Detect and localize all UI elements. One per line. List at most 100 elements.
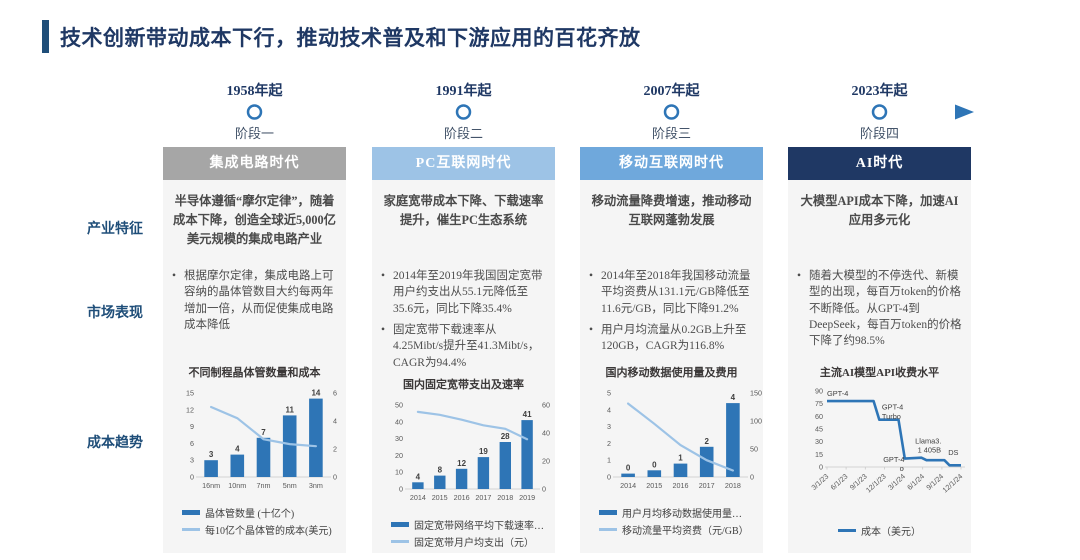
column-body: 大模型API成本下降，加速AI应用多元化 • 随着大模型的不停迭代、新模型的出现，…	[788, 180, 971, 553]
svg-text:Llama3.: Llama3.	[915, 436, 941, 445]
bullet-text: 2014年至2018年我国移动流量平均资费从131.1元/GB降低至11.6元/…	[601, 270, 751, 315]
bar-swatch-icon	[182, 510, 200, 515]
svg-text:40: 40	[542, 428, 550, 437]
svg-text:2015: 2015	[432, 493, 448, 502]
legend-label: 固定宽带网络平均下载速率…	[414, 520, 544, 532]
legend-row: 成本（美元）	[838, 523, 921, 538]
svg-text:3: 3	[209, 450, 214, 459]
column-body: 家庭宽带成本下降、下载速率提升，催生PC生态系统 • 2014年至2019年我国固…	[372, 180, 555, 553]
svg-text:DS: DS	[948, 448, 958, 457]
svg-text:2017: 2017	[475, 493, 491, 502]
legend-label: 每10亿个晶体管的成本(美元)	[205, 526, 332, 537]
svg-text:2018: 2018	[497, 493, 513, 502]
legend-label: 成本（美元）	[861, 527, 921, 538]
page-title: 技术创新带动成本下行，推动技术普及和下游应用的百花齐放	[60, 25, 641, 50]
line-swatch-icon	[599, 528, 617, 531]
bullet-item: • 2014年至2018年我国移动流量平均资费从131.1元/GB降低至11.6元…	[589, 268, 754, 317]
svg-text:60: 60	[815, 412, 823, 421]
svg-text:3nm: 3nm	[309, 481, 323, 490]
svg-text:0: 0	[652, 460, 657, 469]
svg-text:4: 4	[416, 472, 421, 481]
column-pc-internet-era: PC互联网时代 家庭宽带成本下降、下载速率提升，催生PC生态系统 • 2014年至…	[372, 147, 555, 553]
column-integrated-circuit-era: 集成电路时代 半导体遵循“摩尔定律”，随着成本下降，创造全球近5,000亿美元规…	[163, 147, 346, 553]
svg-text:7nm: 7nm	[257, 481, 271, 490]
timeline-year: 2023年起	[851, 84, 908, 99]
svg-text:6/1/23: 6/1/23	[829, 472, 850, 492]
svg-text:4: 4	[607, 405, 611, 414]
bullet-item: • 根据摩尔定律，集成电路上可容纳的晶体管数目大约每两年增加一倍，从而促使集成电路…	[172, 268, 337, 333]
column-body: 半导体遵循“摩尔定律”，随着成本下降，创造全球近5,000亿美元规模的集成电路产…	[163, 180, 346, 553]
svg-text:41: 41	[523, 410, 532, 419]
column-ai-era: AI时代 大模型API成本下降，加速AI应用多元化 • 随着大模型的不停迭代、新模…	[788, 147, 971, 553]
svg-text:0: 0	[607, 473, 611, 482]
chart-legend: 用户月均移动数据使用量… 移动流量平均资费（元/GB）	[599, 505, 754, 537]
legend-label: 固定宽带月户均支出（元）	[414, 537, 534, 549]
svg-text:4: 4	[333, 417, 337, 426]
svg-text:6: 6	[333, 389, 337, 398]
bullet-item: • 2014年至2019年我国固定宽带用户约支出从55.1元降低至35.6元，同比…	[381, 268, 546, 317]
svg-text:1: 1	[607, 456, 611, 465]
svg-text:3/1/23: 3/1/23	[809, 472, 830, 492]
svg-text:1: 1	[678, 454, 683, 463]
bullet-icon: •	[589, 323, 594, 336]
svg-text:20: 20	[542, 456, 550, 465]
bullet-item: • 固定宽带下载速率从4.25Mibt/s提升至41.3Mibt/s，CAGR为9…	[381, 322, 546, 371]
timeline-year: 2007年起	[643, 84, 700, 99]
chart-transistor: 不同制程晶体管数量和成本 0 3 6 9 12 15 0 2 4 6 3 16nm 4 10nm 7 7nm 1…	[172, 364, 337, 537]
title-accent-bar	[42, 20, 49, 53]
bar-swatch-icon	[391, 521, 409, 527]
bullet-text: 用户月均流量从0.2GB上升至120GB，CAGR为116.8%	[601, 323, 747, 353]
svg-text:50: 50	[395, 400, 403, 409]
chart-legend: 成本（美元）	[797, 521, 962, 538]
svg-text:75: 75	[815, 399, 823, 408]
column-mobile-internet-era: 移动互联网时代 移动流量降费增速，推动移动互联网蓬勃发展 • 2014年至2018…	[580, 147, 763, 553]
bullet-icon: •	[589, 270, 594, 282]
svg-text:4: 4	[731, 393, 736, 402]
svg-text:7: 7	[261, 428, 266, 437]
svg-text:2: 2	[607, 439, 611, 448]
svg-text:11: 11	[285, 405, 294, 414]
svg-text:Turbo: Turbo	[882, 412, 901, 421]
legend-label: 用户月均移动数据使用量…	[622, 509, 742, 520]
svg-text:1 405B: 1 405B	[918, 446, 941, 455]
svg-text:90: 90	[815, 387, 823, 396]
line-swatch-icon	[182, 528, 200, 531]
legend-row: 固定宽带月户均支出（元）	[391, 534, 546, 549]
timeline-milestone-dot	[246, 104, 263, 120]
bullet-list: • 随着大模型的不停迭代、新模型的出现，每百万token的价格不断降低。从GPT-…	[797, 268, 962, 364]
svg-text:8: 8	[438, 466, 443, 475]
timeline-axis	[100, 104, 974, 120]
bullet-list: • 根据摩尔定律，集成电路上可容纳的晶体管数目大约每两年增加一倍，从而促使集成电路…	[172, 268, 337, 364]
svg-text:12: 12	[186, 405, 194, 414]
bullet-text: 2014年至2019年我国固定宽带用户约支出从55.1元降低至35.6元，同比下…	[393, 270, 543, 315]
industry-feature-text: 移动流量降费增速，推动移动互联网蓬勃发展	[591, 194, 752, 228]
chart-title: 主流AI模型API收费水平	[819, 367, 940, 379]
svg-text:12/1/23: 12/1/23	[864, 472, 888, 495]
timeline-stage: 阶段一	[234, 126, 275, 141]
bullet-icon: •	[381, 323, 386, 336]
svg-text:5nm: 5nm	[283, 481, 297, 490]
svg-text:0: 0	[542, 484, 546, 493]
legend-row: 固定宽带网络平均下载速率…	[391, 517, 546, 532]
svg-text:0: 0	[819, 463, 823, 472]
line-swatch-icon	[838, 529, 856, 532]
svg-text:2015: 2015	[646, 481, 662, 490]
line-swatch-icon	[391, 539, 409, 543]
svg-text:150: 150	[750, 389, 762, 398]
row-label-cost-trend: 成本趋势	[87, 436, 143, 451]
svg-text:2: 2	[333, 445, 337, 454]
column-header: 集成电路时代	[163, 147, 346, 180]
svg-text:16nm: 16nm	[202, 481, 220, 490]
svg-text:2018: 2018	[725, 481, 741, 490]
svg-text:15: 15	[815, 450, 823, 459]
svg-text:2016: 2016	[673, 481, 689, 490]
svg-text:GPT-4: GPT-4	[883, 455, 904, 464]
chart-legend: 固定宽带网络平均下载速率… 固定宽带月户均支出（元）	[391, 517, 546, 549]
legend-label: 移动流量平均资费（元/GB）	[622, 526, 749, 537]
svg-text:30: 30	[815, 437, 823, 446]
page-title-row: 技术创新带动成本下行，推动技术普及和下游应用的百花齐放	[42, 20, 641, 53]
timeline-year: 1991年起	[435, 84, 492, 99]
svg-text:2017: 2017	[699, 481, 715, 490]
chart-ai-api-price-plot: 0 15 30 45 60 75 90 3/1/23 6/1/23 9/1/23 12/1/23 3/…	[797, 381, 965, 521]
